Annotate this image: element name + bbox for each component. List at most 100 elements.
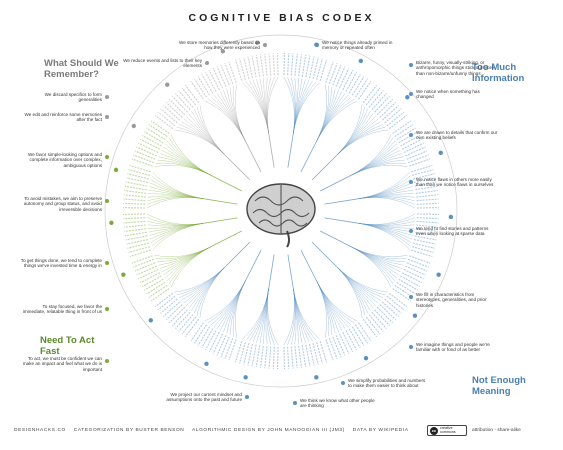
branch-trunk — [203, 217, 238, 224]
bias-label-mark — [175, 311, 191, 329]
bias-label-mark — [212, 68, 224, 89]
branch-line — [149, 186, 204, 199]
category-dot-marker — [245, 395, 249, 399]
bias-label-mark — [216, 66, 227, 87]
branch-line — [232, 280, 246, 337]
branch-trunk — [245, 250, 262, 281]
branch-line — [336, 266, 384, 298]
branch-line — [166, 246, 212, 282]
bias-label-mark — [345, 330, 357, 351]
branch-line — [155, 162, 212, 176]
bias-label-mark — [184, 84, 200, 104]
bias-label-mark — [234, 341, 243, 363]
bias-label-mark — [384, 108, 402, 124]
bias-label-mark — [228, 339, 237, 361]
category-dot — [109, 220, 114, 226]
bias-label-mark — [384, 298, 402, 314]
bias-label-mark — [190, 80, 204, 100]
category-dot-marker — [341, 381, 345, 385]
branch-line — [235, 280, 246, 338]
bias-label-mark — [150, 120, 170, 134]
category-dot-marker — [105, 307, 109, 311]
category-note: We simplify probabilities and numbers to… — [348, 378, 426, 389]
bias-label-mark — [316, 58, 323, 80]
bias-label-mark — [379, 304, 397, 321]
bias-label-mark — [123, 198, 146, 202]
branch-line — [216, 280, 246, 329]
bias-label-mark — [124, 189, 147, 194]
bias-label-mark — [264, 346, 268, 369]
bias-label-mark — [358, 322, 372, 342]
branch-line — [336, 108, 368, 156]
category-dot — [405, 95, 410, 100]
bias-label-mark — [216, 335, 227, 356]
category-note: We discard specifics to form generalitie… — [44, 92, 102, 103]
bias-label-mark — [411, 249, 433, 258]
category-note: To stay focused, we favor the immediate,… — [22, 304, 102, 315]
branch-line — [199, 266, 226, 318]
brain-icon — [246, 183, 316, 248]
bias-label-mark — [415, 228, 438, 233]
branch-line — [170, 134, 212, 176]
branch-line — [350, 134, 392, 176]
branch-trunk — [268, 133, 275, 168]
category-dot — [255, 40, 260, 45]
bias-label-mark — [251, 55, 257, 78]
bias-label-mark — [374, 95, 391, 113]
bias-label-mark — [355, 324, 368, 344]
branch-line — [350, 246, 394, 285]
branch-line — [155, 246, 212, 260]
branch-line — [207, 280, 246, 324]
bias-label-mark — [123, 202, 146, 205]
branch-line — [336, 129, 388, 156]
bias-label-mark — [325, 61, 334, 83]
bias-label-mark — [255, 54, 261, 77]
bias-label-mark — [138, 268, 159, 280]
category-dot — [243, 375, 248, 380]
bias-label-mark — [401, 138, 423, 150]
branch-trunk — [225, 241, 251, 267]
category-dot — [314, 375, 319, 380]
bias-label-mark — [308, 56, 315, 79]
bias-label-mark — [127, 242, 149, 249]
bias-label-mark — [392, 288, 412, 302]
category-dot-marker — [315, 43, 319, 47]
creative-commons-badge: cc creative commons — [427, 425, 467, 436]
branch-line — [158, 156, 212, 176]
outer-ring — [104, 34, 458, 388]
category-dot — [113, 167, 119, 173]
bias-label-mark — [319, 341, 328, 363]
bias-label-mark — [134, 262, 156, 272]
bias-label-mark — [168, 306, 186, 324]
bias-label-mark — [133, 154, 155, 164]
branch-line — [163, 246, 212, 276]
category-note: We are drawn to details that confirm our… — [416, 130, 498, 141]
footer-algorithm: ALGORITHMIC DESIGN BY JOHN MANOOGIAN III… — [192, 428, 345, 433]
bias-label-mark — [365, 87, 381, 106]
bias-label-mark — [415, 231, 438, 237]
branch-line — [174, 266, 226, 293]
footer-categorization: CATEGORIZATION BY BUSTER BENSON — [73, 428, 185, 433]
page-title: COGNITIVE BIAS CODEX — [188, 12, 375, 24]
branch-line — [166, 140, 212, 176]
branch-line — [242, 288, 269, 340]
branch-line — [336, 266, 371, 311]
branch-line — [256, 288, 269, 343]
bias-label-mark — [403, 142, 424, 154]
bias-label-mark — [403, 268, 424, 280]
branch-line — [316, 98, 355, 142]
bias-label-mark — [396, 127, 416, 141]
category-dot — [436, 272, 441, 277]
branch-trunk — [324, 217, 359, 224]
branch-line — [226, 280, 246, 334]
bias-label-mark — [414, 235, 437, 241]
branch-line — [293, 82, 320, 134]
bias-label-mark — [348, 74, 361, 94]
cc-text-line2: commons — [440, 429, 456, 434]
category-note: To get things done, we tend to complete … — [20, 258, 102, 269]
region-label-act-fast: Need To Act Fast — [40, 335, 95, 357]
bias-label-mark — [136, 146, 157, 157]
bias-label-mark — [406, 150, 428, 160]
bias-label-mark — [396, 281, 416, 295]
